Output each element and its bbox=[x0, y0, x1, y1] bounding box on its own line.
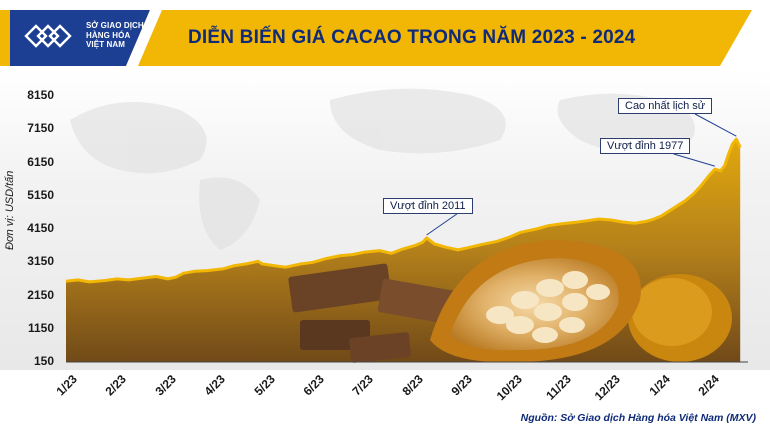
y-tick-label: 8150 bbox=[27, 88, 54, 102]
annotation-label: Vượt đỉnh 1977 bbox=[600, 138, 691, 154]
logo-icon bbox=[24, 24, 72, 48]
cocoa-image bbox=[288, 240, 732, 363]
annotation-leader-line bbox=[673, 153, 715, 167]
annotation-leader-line bbox=[426, 213, 458, 236]
y-tick-label: 4150 bbox=[27, 221, 54, 235]
y-tick-label: 6150 bbox=[27, 154, 54, 169]
annotation-label: Cao nhất lịch sử bbox=[618, 98, 713, 114]
source-note: Nguồn: Sở Giao dịch Hàng hóa Việt Nam (M… bbox=[520, 412, 756, 424]
logo-line-3: VIỆT NAM bbox=[86, 40, 126, 49]
logo-text: SỞ GIAO DỊCH HÀNG HÓA VIỆT NAM bbox=[86, 21, 156, 50]
y-tick-label: 2150 bbox=[27, 287, 54, 302]
annotation-leader-line bbox=[694, 113, 737, 137]
annotation-label: Vượt đỉnh 2011 bbox=[383, 198, 473, 214]
y-tick-label: 1150 bbox=[27, 320, 54, 335]
annotation-leaders bbox=[426, 113, 737, 236]
y-tick-label: 7150 bbox=[27, 121, 54, 136]
logo-line-2: HÀNG HÓA bbox=[86, 30, 131, 40]
logo bbox=[22, 10, 152, 62]
y-tick-label: 3150 bbox=[27, 254, 54, 269]
header-bar bbox=[0, 10, 752, 66]
y-tick-label: 150 bbox=[33, 354, 54, 368]
logo-line-1: SỞ GIAO DỊCH bbox=[86, 21, 144, 30]
price-line bbox=[65, 137, 742, 284]
chart-title: DIỄN BIẾN GIÁ CACAO TRONG NĂM 2023 - 202… bbox=[188, 27, 636, 48]
y-axis-label: Đơn vị: USD/tấn bbox=[4, 170, 16, 250]
y-tick-label: 5150 bbox=[27, 187, 54, 202]
